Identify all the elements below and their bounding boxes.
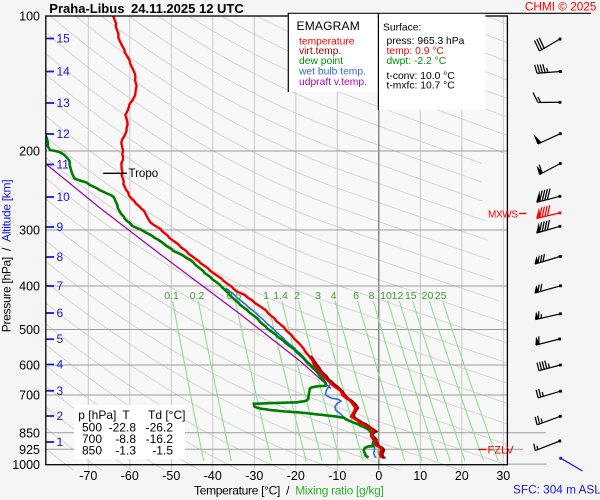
svg-text:Temperature [°C] / Mixing ra: Temperature [°C] / Mixing ratio [g/kg]	[194, 484, 384, 498]
svg-text:700: 700	[19, 389, 40, 403]
svg-text:-30: -30	[245, 469, 263, 483]
svg-text:-40: -40	[204, 469, 222, 483]
svg-text:10: 10	[413, 469, 427, 483]
svg-text:Td [°C]: Td [°C]	[148, 408, 185, 422]
svg-text:0.2: 0.2	[190, 290, 205, 302]
svg-text:Pressure [hPa] / Altitude [k: Pressure [hPa] / Altitude [km]	[0, 180, 14, 332]
svg-text:10: 10	[380, 290, 392, 302]
svg-text:100: 100	[19, 10, 40, 24]
svg-text:-22.8: -22.8	[109, 421, 137, 435]
svg-text:-1.3: -1.3	[115, 444, 136, 458]
svg-text:8: 8	[57, 250, 64, 264]
svg-text:-70: -70	[79, 469, 97, 483]
svg-text:T: T	[122, 408, 130, 422]
svg-text:1: 1	[263, 290, 269, 302]
svg-text:2: 2	[294, 290, 300, 302]
svg-text:CHMI © 2025: CHMI © 2025	[525, 0, 597, 14]
svg-text:4: 4	[331, 290, 337, 302]
svg-text:9: 9	[57, 220, 64, 234]
svg-text:1: 1	[57, 435, 64, 449]
svg-text:500: 500	[19, 323, 40, 337]
svg-text:-60: -60	[121, 469, 139, 483]
svg-text:FZLV: FZLV	[488, 444, 515, 456]
svg-text:virt.temp.: virt.temp.	[299, 46, 341, 57]
svg-text:Surface:: Surface:	[383, 23, 421, 34]
svg-text:4: 4	[57, 358, 64, 372]
svg-text:600: 600	[19, 359, 40, 373]
svg-text:t-mxfc: 10.7 °C: t-mxfc: 10.7 °C	[387, 81, 456, 92]
svg-text:300: 300	[19, 224, 40, 238]
svg-text:0.1: 0.1	[164, 290, 179, 302]
svg-text:-26.2: -26.2	[146, 421, 174, 435]
svg-text:15: 15	[405, 290, 417, 302]
svg-text:-1.5: -1.5	[152, 444, 173, 458]
svg-text:1.4: 1.4	[273, 290, 288, 302]
svg-text:-20: -20	[287, 469, 305, 483]
svg-text:wet bulb temp.: wet bulb temp.	[298, 67, 366, 78]
svg-text:850: 850	[82, 444, 102, 458]
svg-text:6: 6	[57, 306, 64, 320]
svg-text:MXWS: MXWS	[488, 209, 518, 220]
svg-text:3: 3	[57, 384, 64, 398]
svg-text:6: 6	[353, 290, 359, 302]
svg-text:10: 10	[57, 190, 71, 204]
svg-text:500: 500	[82, 421, 102, 435]
svg-text:0: 0	[375, 469, 382, 483]
svg-text:24.11.2025 12 UTC: 24.11.2025 12 UTC	[131, 1, 244, 16]
svg-text:p [hPa]: p [hPa]	[78, 408, 116, 422]
svg-text:t-conv: 10.0 °C: t-conv: 10.0 °C	[387, 71, 456, 82]
svg-text:-8.8: -8.8	[115, 432, 136, 446]
svg-text:7: 7	[57, 279, 64, 293]
svg-text:700: 700	[82, 432, 102, 446]
svg-text:press: 965.3 hPa: press: 965.3 hPa	[387, 36, 465, 47]
svg-text:-10: -10	[328, 469, 346, 483]
svg-text:temp: 0.9 °C: temp: 0.9 °C	[387, 46, 445, 57]
svg-text:EMAGRAM: EMAGRAM	[297, 19, 360, 33]
svg-text:temperature: temperature	[299, 37, 355, 48]
svg-text:dew point: dew point	[299, 56, 343, 67]
svg-text:Praha-Libus: Praha-Libus	[49, 1, 124, 16]
svg-text:5: 5	[57, 332, 64, 346]
svg-text:-50: -50	[162, 469, 180, 483]
svg-text:Tropo: Tropo	[129, 168, 159, 180]
svg-text:25: 25	[435, 290, 447, 302]
svg-text:1000: 1000	[12, 458, 40, 472]
svg-text:8: 8	[369, 290, 375, 302]
svg-text:14: 14	[57, 65, 71, 79]
svg-text:-16.2: -16.2	[146, 432, 174, 446]
svg-text:20: 20	[455, 469, 469, 483]
svg-text:12: 12	[57, 127, 71, 141]
svg-text:udpraft v.temp.: udpraft v.temp.	[299, 77, 367, 88]
svg-text:30: 30	[496, 469, 510, 483]
svg-text:2: 2	[57, 409, 64, 423]
svg-text:925: 925	[19, 443, 40, 457]
svg-text:dwpt: -2.2 °C: dwpt: -2.2 °C	[387, 56, 447, 67]
svg-text:3: 3	[315, 290, 321, 302]
svg-text:15: 15	[57, 32, 71, 46]
svg-text:11: 11	[57, 158, 70, 172]
svg-text:12: 12	[392, 290, 404, 302]
svg-text:850: 850	[19, 426, 40, 440]
svg-text:400: 400	[19, 280, 40, 294]
svg-text:SFC: 304 m ASL: SFC: 304 m ASL	[513, 483, 600, 497]
svg-text:20: 20	[422, 290, 434, 302]
svg-text:200: 200	[19, 145, 40, 159]
svg-text:13: 13	[57, 96, 71, 110]
